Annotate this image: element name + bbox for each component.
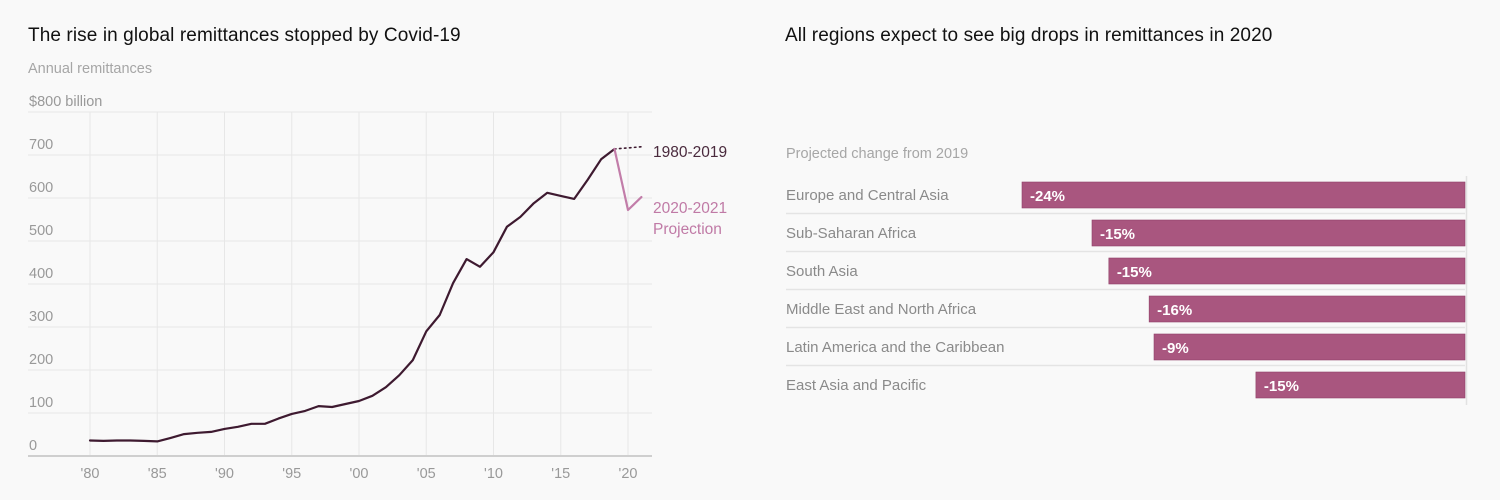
x-tick-label: '15 — [551, 466, 570, 482]
region-label: Latin America and the Caribbean — [786, 339, 1004, 356]
x-tick-label: '90 — [215, 466, 234, 482]
region-label: Sub-Saharan Africa — [786, 225, 917, 242]
region-label: Europe and Central Asia — [786, 187, 949, 204]
series-line-2020-2021-projection — [613, 147, 643, 212]
x-tick-label: '00 — [350, 466, 369, 482]
bar-value-label: -15% — [1100, 226, 1135, 243]
bar — [1153, 333, 1466, 361]
bar-value-label: -24% — [1030, 188, 1065, 205]
y-tick-label: 400 — [29, 266, 53, 282]
series-line-1980-2019 — [88, 147, 616, 443]
x-tick-label: '05 — [417, 466, 436, 482]
y-tick-label: 700 — [29, 137, 53, 153]
y-tick-label: 100 — [29, 395, 53, 411]
bar — [1108, 257, 1466, 285]
bar-value-label: -15% — [1117, 264, 1152, 281]
y-tick-label: 600 — [29, 180, 53, 196]
bar — [1091, 219, 1466, 247]
y-tick-label: 500 — [29, 223, 53, 239]
bar — [1021, 181, 1466, 209]
bar-value-label: -16% — [1157, 302, 1192, 319]
y-tick-label: 300 — [29, 309, 53, 325]
left-chart-subtitle: Annual remittances — [28, 61, 153, 77]
left-chart-title: The rise in global remittances stopped b… — [28, 25, 461, 46]
bar — [1148, 295, 1466, 323]
y-tick-label: 0 — [29, 438, 37, 454]
x-tick-label: '95 — [282, 466, 301, 482]
x-tick-label: '20 — [619, 466, 638, 482]
annotation-projection-label: Projection — [653, 221, 722, 238]
annotation-historical: 1980-2019 — [653, 144, 727, 161]
right-chart-title: All regions expect to see big drops in r… — [785, 25, 1273, 46]
y-tick-label: 200 — [29, 352, 53, 368]
region-label: East Asia and Pacific — [786, 377, 927, 394]
annotation-projection-years: 2020-2021 — [653, 200, 727, 217]
right-chart-subtitle: Projected change from 2019 — [786, 146, 969, 162]
bar — [1255, 371, 1466, 399]
x-tick-label: '80 — [81, 466, 100, 482]
x-tick-label: '10 — [484, 466, 503, 482]
bar-value-label: -9% — [1162, 340, 1189, 357]
region-label: Middle East and North Africa — [786, 301, 977, 318]
y-tick-label: $800 billion — [29, 94, 102, 110]
series-line-pre-covid-trend — [613, 146, 643, 150]
remittances-line-chart: 0 100 200 300 400 500 600 700 $800 billion '80 '85… — [28, 94, 727, 482]
region-label: South Asia — [786, 263, 858, 280]
x-tick-label: '85 — [148, 466, 167, 482]
bar-value-label: -15% — [1264, 378, 1299, 395]
